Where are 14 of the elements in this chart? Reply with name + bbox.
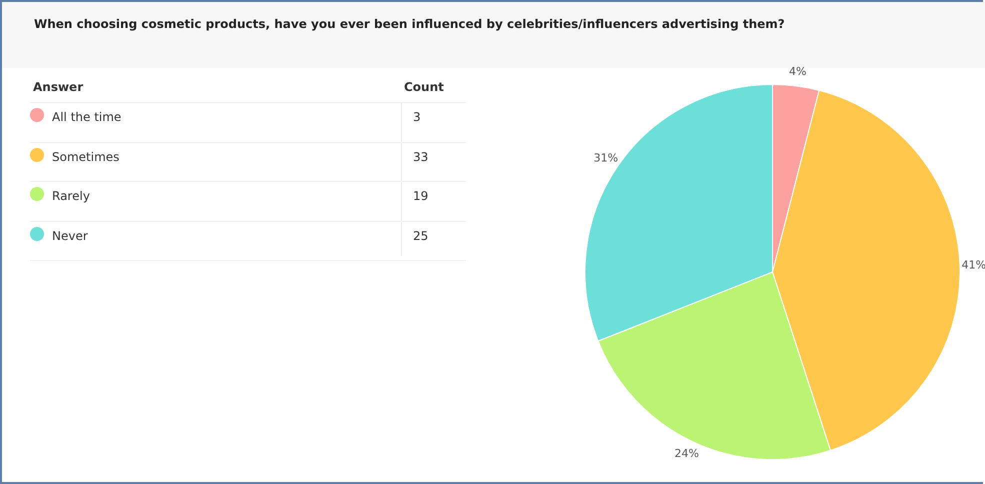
legend-label: All the time — [52, 110, 122, 124]
legend-title: Answer — [33, 80, 84, 94]
text: 33 — [413, 150, 428, 164]
chart-title: When choosing cosmetic products, have you ever been influenced by celebrities/influencers advertising them? — [34, 17, 785, 31]
data-label: 31% — [594, 152, 618, 165]
text: 19 — [413, 189, 428, 203]
text: 25 — [413, 228, 428, 242]
data-label: 4% — [789, 64, 806, 78]
legend-label: Rarely — [52, 189, 90, 203]
legend-label: Sometimes — [52, 150, 120, 164]
text: Count — [404, 80, 444, 94]
legend-label: Never — [52, 228, 88, 242]
data-label: 24% — [674, 447, 699, 460]
text: 3 — [413, 110, 421, 124]
